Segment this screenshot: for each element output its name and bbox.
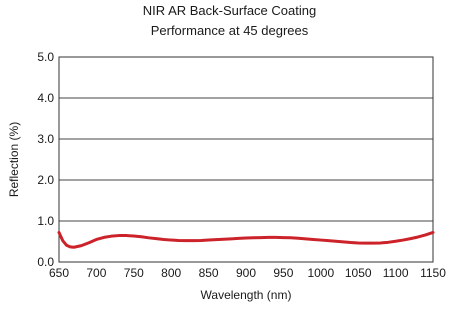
gridlines [59, 97, 433, 222]
series-line [57, 230, 435, 249]
x-tick-label: 1000 [307, 266, 334, 280]
x-tick-label: 750 [124, 266, 144, 280]
x-tick-label: 850 [199, 266, 219, 280]
x-tick-label: 1100 [383, 266, 409, 280]
plot-frame [58, 56, 434, 263]
chart-subtitle: Performance at 45 degrees [150, 23, 309, 38]
y-tick-label: 3.0 [37, 132, 54, 146]
x-tick-label: 650 [49, 266, 69, 280]
y-tick-labels: 0.0 1.0 2.0 3.0 4.0 5.0 [37, 50, 54, 269]
y-tick-label: 4.0 [37, 91, 54, 105]
x-tick-labels: 650 700 750 800 850 900 950 1000 1050 1100 1150 [49, 266, 446, 280]
x-tick-label: 1050 [345, 266, 372, 280]
y-tick-label: 0.0 [37, 255, 54, 269]
x-axis-label: Wavelength (nm) [201, 288, 292, 302]
x-tick-label: 1150 [420, 266, 446, 280]
x-tick-label: 900 [236, 266, 256, 280]
x-tick-label: 800 [161, 266, 181, 280]
chart-title: NIR AR Back-Surface Coating [142, 3, 317, 18]
y-tick-label: 5.0 [37, 50, 54, 64]
y-tick-label: 1.0 [37, 214, 54, 228]
x-tick-label: 950 [273, 266, 293, 280]
y-axis-label: Reflection (%) [7, 122, 21, 197]
y-tick-label: 2.0 [37, 173, 54, 187]
x-tick-label: 700 [86, 266, 106, 280]
